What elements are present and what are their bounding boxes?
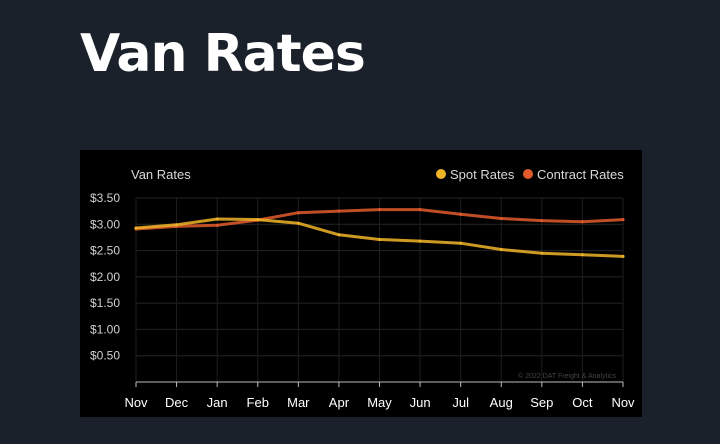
data-point — [175, 223, 179, 227]
data-point — [296, 211, 300, 215]
data-point — [621, 254, 625, 258]
x-tick-label: Feb — [247, 395, 269, 410]
data-point — [215, 223, 219, 227]
data-point — [296, 221, 300, 225]
chart-title: Van Rates — [131, 167, 191, 182]
y-tick-label: $2.00 — [90, 270, 120, 284]
chart-series — [134, 208, 625, 258]
data-point — [540, 251, 544, 255]
van-rates-chart: Van Rates Spot Rates Contract Rates $0.50… — [90, 167, 635, 410]
data-point — [418, 239, 422, 243]
data-point — [499, 217, 503, 221]
data-point — [621, 218, 625, 222]
data-point — [499, 248, 503, 252]
x-tick-label: Jul — [452, 395, 469, 410]
data-point — [378, 208, 381, 212]
data-point — [459, 241, 463, 245]
data-point — [215, 217, 219, 221]
x-tick-label: Nov — [611, 395, 635, 410]
chart-legend: Spot Rates Contract Rates — [436, 167, 624, 182]
legend-swatch — [523, 169, 533, 179]
x-tick-label: Nov — [124, 395, 148, 410]
data-point — [580, 253, 584, 257]
legend-label: Contract Rates — [537, 167, 624, 182]
data-point — [459, 212, 463, 216]
x-tick-label: Apr — [329, 395, 350, 410]
data-point — [256, 218, 260, 222]
y-tick-label: $1.00 — [90, 322, 120, 336]
y-tick-label: $0.50 — [90, 349, 120, 363]
data-point — [134, 226, 138, 230]
legend-label: Spot Rates — [450, 167, 515, 182]
page-title: Van Rates — [80, 24, 366, 84]
data-point — [540, 219, 544, 223]
data-point — [378, 238, 381, 242]
y-tick-label: $1.50 — [90, 296, 120, 310]
data-point — [337, 209, 341, 213]
x-tick-label: May — [367, 395, 392, 410]
x-tick-label: Jun — [410, 395, 431, 410]
y-tick-label: $3.50 — [90, 191, 120, 205]
x-tick-label: Jan — [207, 395, 228, 410]
chart-credit: © 2022 DAT Freight & Analytics — [518, 372, 616, 380]
x-tick-label: Oct — [572, 395, 593, 410]
chart-panel: Van Rates Spot Rates Contract Rates $0.50… — [80, 150, 642, 417]
x-axis: Nov Dec Jan Feb Mar Apr May Jun Jul Aug Sep Oct Nov — [124, 381, 635, 410]
data-point — [418, 208, 422, 212]
y-tick-label: $3.00 — [90, 217, 120, 231]
x-tick-label: Mar — [287, 395, 310, 410]
x-tick-label: Dec — [165, 395, 189, 410]
y-tick-label: $2.50 — [90, 244, 120, 258]
legend-swatch — [436, 169, 446, 179]
y-axis-ticks: $0.50 $1.00 $1.50 $2.00 $2.50 $3.00 $3.50 — [90, 191, 120, 363]
data-point — [580, 220, 584, 224]
data-point — [337, 233, 341, 237]
x-tick-label: Aug — [490, 395, 513, 410]
x-tick-label: Sep — [530, 395, 553, 410]
